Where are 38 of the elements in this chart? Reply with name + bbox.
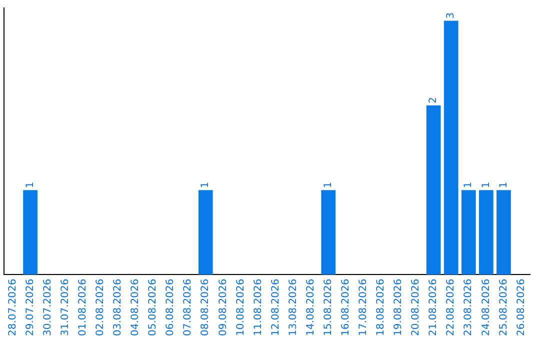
x-tick-label: 03.08.2026 bbox=[112, 278, 124, 336]
x-tick-label: 13.08.2026 bbox=[288, 278, 299, 336]
data-label: 1 bbox=[200, 182, 212, 188]
data-label: 2 bbox=[428, 97, 440, 104]
x-tick-label: 08.08.2026 bbox=[200, 278, 212, 336]
x-tick-label: 20.08.2026 bbox=[410, 278, 422, 336]
x-tick-label: 18.08.2026 bbox=[376, 278, 387, 336]
x-tick-label: 09.08.2026 bbox=[218, 278, 229, 336]
x-tick-label: 25.08.2026 bbox=[498, 278, 510, 336]
x-tick-label: 07.08.2026 bbox=[182, 278, 194, 336]
x-tick-label: 05.08.2026 bbox=[148, 278, 159, 336]
data-label: 1 bbox=[463, 182, 474, 188]
data-label: 1 bbox=[24, 182, 36, 188]
x-tick-label: 17.08.2026 bbox=[358, 278, 370, 336]
x-tick-label: 19.08.2026 bbox=[393, 278, 404, 336]
x-tick-label: 10.08.2026 bbox=[235, 278, 246, 336]
x-tick-label: 29.07.2026 bbox=[24, 278, 36, 336]
data-label: 1 bbox=[480, 182, 492, 188]
x-tick-label: 31.07.2026 bbox=[60, 278, 71, 336]
x-tick-label: 15.08.2026 bbox=[322, 278, 334, 336]
data-label: 1 bbox=[322, 182, 334, 188]
x-tick-label: 04.08.2026 bbox=[130, 278, 142, 336]
x-tick-label: 23.08.2026 bbox=[463, 278, 474, 336]
x-tick-label: 16.08.2026 bbox=[340, 278, 352, 336]
x-tick-label: 28.07.2026 bbox=[7, 278, 18, 336]
x-tick-label: 01.08.2026 bbox=[77, 278, 88, 336]
x-tick-label: 12.08.2026 bbox=[270, 278, 282, 336]
x-tick-label: 21.08.2026 bbox=[428, 278, 440, 336]
x-tick-label: 06.08.2026 bbox=[165, 278, 176, 336]
x-tick-label: 26.08.2026 bbox=[516, 278, 527, 336]
data-label: 1 bbox=[498, 182, 510, 188]
x-tick-label: 30.07.2026 bbox=[42, 278, 54, 336]
data-label: 3 bbox=[446, 12, 457, 19]
x-tick-label: 11.08.2026 bbox=[252, 278, 264, 336]
x-tick-label: 22.08.2026 bbox=[446, 278, 457, 336]
x-tick-label: 02.08.2026 bbox=[95, 278, 106, 336]
x-tick-label: 14.08.2026 bbox=[305, 278, 316, 336]
x-tick-label: 24.08.2026 bbox=[480, 278, 492, 336]
